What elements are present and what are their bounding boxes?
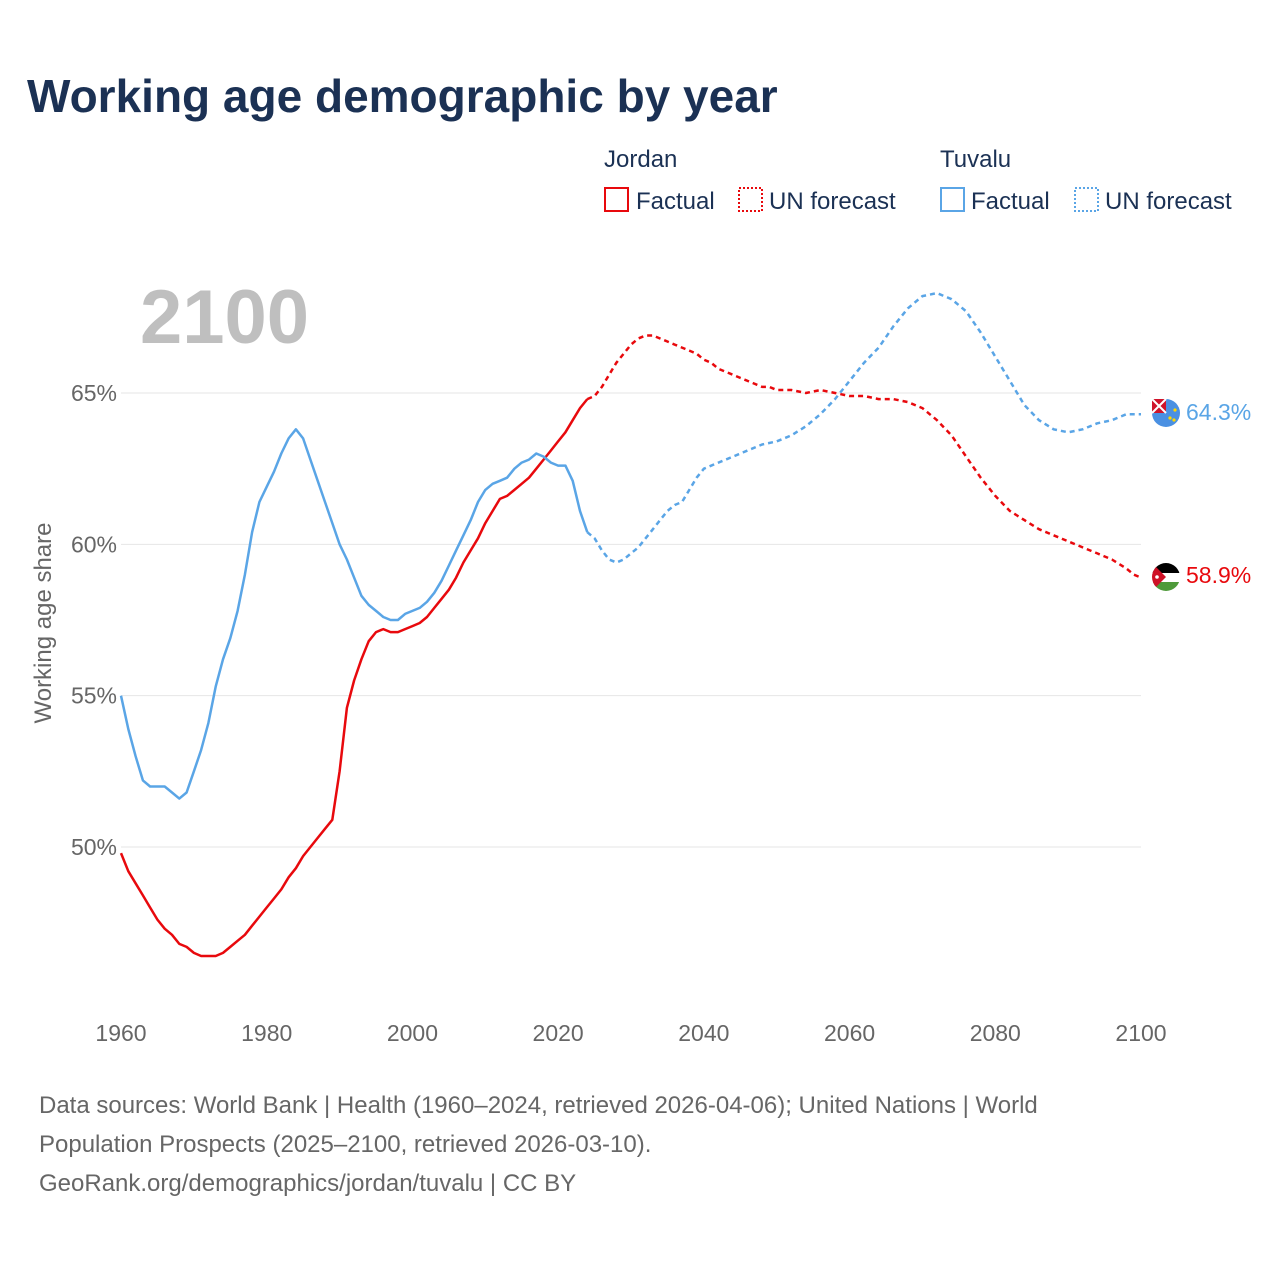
x-tick-label: 2020: [533, 1020, 584, 1046]
legend-swatch-tuvalu-factual[interactable]: [940, 187, 965, 212]
legend-label-jordan-factual[interactable]: Factual: [636, 188, 715, 215]
legend-label-tuvalu-factual[interactable]: Factual: [971, 188, 1050, 215]
chart-title: Working age demographic by year: [27, 70, 778, 122]
x-tick-label: 2100: [1115, 1020, 1166, 1046]
x-tick-label: 2060: [824, 1020, 875, 1046]
y-tick-label: 60%: [71, 531, 117, 557]
y-axis-label: Working age share: [30, 523, 57, 724]
end-label-jordan: 58.9%: [1186, 562, 1251, 588]
series-line-tuvalu-forecast: [586, 291, 1141, 564]
year-watermark: 2100: [140, 275, 309, 360]
flag-jordan-marker: [1152, 563, 1180, 591]
footer-attribution[interactable]: GeoRank.org/demographics/jordan/tuvalu |…: [39, 1170, 576, 1197]
legend-swatch-tuvalu-forecast[interactable]: [1074, 187, 1099, 212]
x-tick-label: 1960: [95, 1020, 146, 1046]
y-tick-label: 55%: [71, 683, 117, 709]
x-tick-label: 2040: [678, 1020, 729, 1046]
legend-group-tuvalu: Tuvalu: [940, 146, 1011, 173]
y-axis: 50% 55% 60% 65%: [71, 380, 117, 860]
footer-sources-line1: Data sources: World Bank | Health (1960–…: [39, 1092, 1038, 1119]
series-lines: [119, 291, 1142, 958]
x-axis: 1960 1980 2000 2020 2040 2060 2080 2100: [95, 1020, 1166, 1046]
footer-sources-line2: Population Prospects (2025–2100, retriev…: [39, 1131, 651, 1158]
gridlines: [121, 392, 1141, 848]
x-tick-label: 2080: [970, 1020, 1021, 1046]
legend-label-tuvalu-forecast[interactable]: UN forecast: [1105, 188, 1232, 215]
y-tick-label: 65%: [71, 380, 117, 406]
series-line-jordan-forecast: [586, 334, 1142, 579]
footer: Data sources: World Bank | Health (1960–…: [39, 1092, 1038, 1197]
flag-tuvalu-marker: [1151, 398, 1180, 427]
series-line-jordan-factual: [119, 398, 589, 958]
legend-label-jordan-forecast[interactable]: UN forecast: [769, 188, 896, 215]
x-tick-label: 1980: [241, 1020, 292, 1046]
y-tick-label: 50%: [71, 834, 117, 860]
legend-swatch-jordan-factual[interactable]: [604, 187, 629, 212]
series-line-tuvalu-factual: [119, 428, 589, 800]
legend: Jordan Factual UN forecast Tuvalu Factua…: [604, 146, 1232, 215]
end-label-tuvalu: 64.3%: [1186, 399, 1251, 425]
legend-swatch-jordan-forecast[interactable]: [738, 187, 763, 212]
x-tick-label: 2000: [387, 1020, 438, 1046]
legend-group-jordan: Jordan: [604, 146, 677, 173]
